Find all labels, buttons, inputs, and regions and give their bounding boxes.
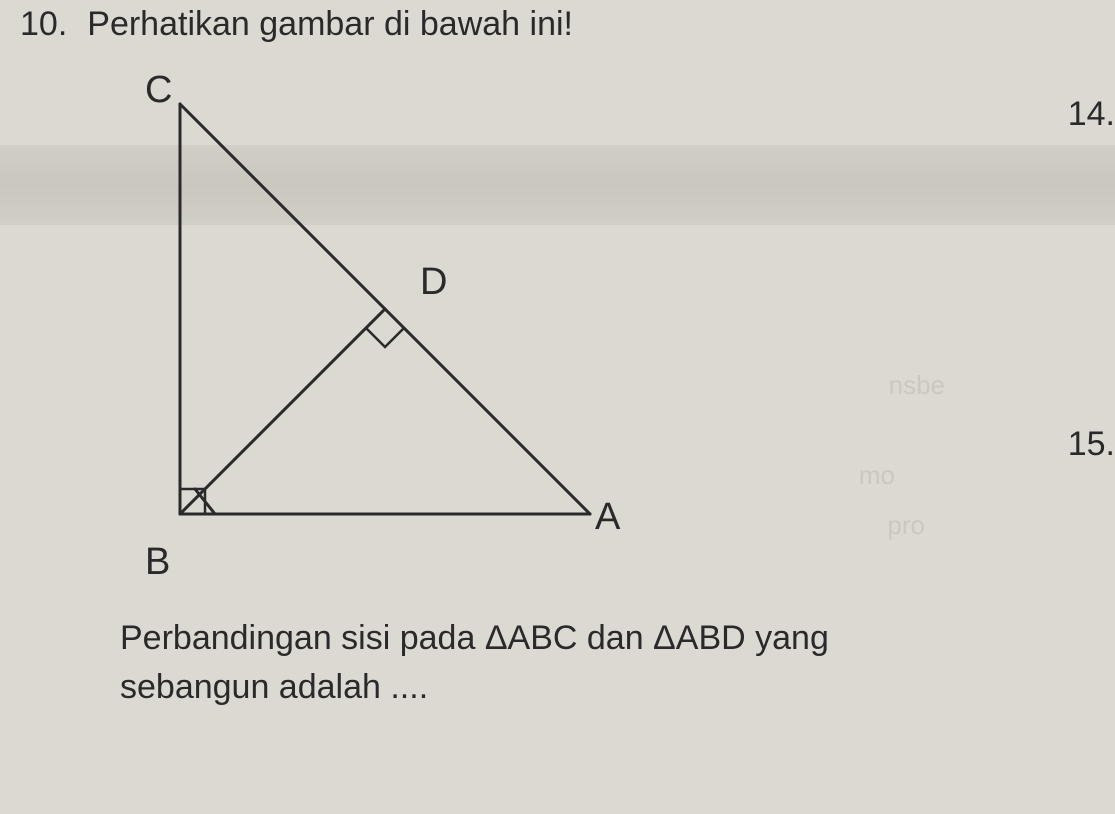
side-question-number-14: 14. <box>1068 95 1115 134</box>
question-body-line-1: Perbandingan sisi pada ΔABC dan ΔABD yan… <box>120 614 1095 663</box>
page-content: 10. Perhatikan gambar di bawah ini! C B A D… <box>0 0 1115 733</box>
question-body-line-2: sebangun adalah .... <box>120 663 1095 712</box>
svg-text:A: A <box>595 496 621 538</box>
question-header: 10. Perhatikan gambar di bawah ini! <box>20 5 1095 44</box>
question-body: Perbandingan sisi pada ΔABC dan ΔABD yan… <box>120 614 1095 713</box>
question-prompt: Perhatikan gambar di bawah ini! <box>87 5 1095 44</box>
svg-text:D: D <box>420 261 447 303</box>
ghost-text: mo <box>859 460 895 491</box>
svg-text:B: B <box>145 541 170 583</box>
triangle-svg: C B A D <box>140 64 630 584</box>
ghost-text: pro <box>887 510 925 541</box>
question-number: 10. <box>20 5 67 44</box>
triangle-diagram: C B A D <box>140 64 630 584</box>
svg-text:C: C <box>145 69 172 111</box>
ghost-text: nsbe <box>889 370 945 401</box>
side-question-number-15: 15. <box>1068 425 1115 464</box>
